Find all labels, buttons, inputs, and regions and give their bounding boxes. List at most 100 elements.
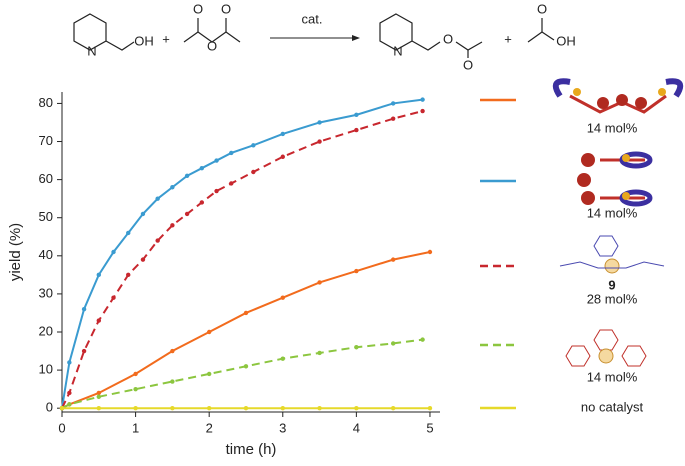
atom-label: O (537, 1, 547, 16)
x-tick-label: 5 (426, 420, 433, 435)
data-point (243, 405, 249, 411)
data-point (427, 249, 433, 255)
ring (73, 13, 107, 51)
data-point (184, 173, 190, 179)
bond (411, 40, 441, 51)
icon (559, 235, 665, 274)
icon (622, 192, 630, 200)
y-tick-label: 50 (39, 209, 53, 224)
reaction-scheme: N OH + O O O cat. N O O + O OH (73, 1, 576, 72)
icon (597, 97, 609, 109)
x-tick-label: 4 (353, 420, 360, 435)
data-point (140, 211, 146, 217)
data-point (206, 371, 212, 377)
data-point (390, 341, 396, 346)
atom-label: OH (556, 33, 576, 48)
x-tick-label: 2 (206, 420, 213, 435)
data-point (199, 165, 205, 171)
icon (616, 94, 628, 106)
data-point (126, 230, 131, 236)
icon (635, 97, 647, 109)
series-line (61, 110, 423, 409)
legend-label: no catalyst (581, 399, 644, 414)
y-tick-label: 70 (39, 133, 53, 148)
atom-label: O (207, 38, 217, 53)
data-point (184, 211, 190, 217)
data-point (354, 405, 359, 411)
data-point (420, 337, 425, 342)
icon (619, 189, 653, 207)
arrow-label: cat. (302, 11, 323, 26)
data-point (111, 295, 116, 300)
series-line (61, 251, 431, 410)
legend-label: 14 mol% (587, 120, 638, 135)
data-point (280, 356, 285, 361)
bond (183, 31, 241, 43)
y-tick-label: 10 (39, 362, 53, 377)
data-point (243, 364, 249, 369)
y-tick-label: 60 (39, 171, 53, 186)
data-point (155, 196, 160, 201)
data-point (390, 257, 396, 262)
data-point (133, 405, 138, 411)
data-point (170, 405, 175, 411)
atom-label: O (443, 31, 453, 46)
data-point (96, 272, 101, 278)
data-point (81, 348, 87, 354)
y-tick-label: 20 (39, 323, 53, 338)
atom-label: N (87, 43, 96, 58)
data-point (67, 360, 72, 365)
legend-label: 14 mol% (587, 369, 638, 384)
x-axis-label: time (h) (226, 441, 277, 458)
atom-label: N (393, 43, 402, 58)
data-point (206, 329, 212, 335)
y-tick-label: 30 (39, 285, 53, 300)
icon (581, 191, 595, 205)
data-point (206, 405, 212, 411)
data-point (111, 249, 116, 255)
series-line (61, 98, 423, 409)
data-point (214, 158, 219, 163)
data-point (317, 280, 322, 285)
ring (379, 13, 413, 51)
data-point (96, 394, 101, 399)
bond (527, 31, 555, 43)
legend-label: 28 mol% (587, 291, 638, 306)
icon (552, 78, 684, 98)
y-tick-label: 80 (39, 95, 53, 110)
data-point (229, 150, 234, 156)
data-point (214, 188, 219, 194)
x-tick-label: 0 (58, 420, 65, 435)
data-point (390, 101, 396, 106)
data-point (170, 185, 175, 190)
data-point (170, 223, 175, 228)
icon (622, 154, 630, 162)
plus: + (162, 31, 170, 46)
data-point (59, 405, 65, 411)
compound-label: 9 (608, 277, 615, 292)
data-point (133, 386, 138, 392)
data-point (390, 405, 396, 411)
plus: + (504, 31, 512, 46)
data-point (133, 371, 138, 377)
atom-label: O (221, 1, 231, 16)
data-point (67, 390, 72, 396)
data-point (126, 272, 131, 278)
icon (573, 88, 581, 96)
x-tick-label: 1 (132, 420, 139, 435)
data-point (140, 257, 146, 262)
data-point (67, 402, 72, 407)
icon (581, 153, 595, 167)
data-point (354, 112, 359, 118)
y-axis-label: yield (%) (7, 223, 24, 281)
data-point (251, 143, 256, 148)
data-point (229, 181, 234, 186)
data-point (170, 348, 175, 354)
data-point (420, 108, 425, 114)
data-point (317, 139, 322, 144)
icon (565, 329, 647, 367)
data-point (317, 405, 322, 411)
data-point (199, 200, 205, 205)
atom-label: O (463, 57, 473, 72)
